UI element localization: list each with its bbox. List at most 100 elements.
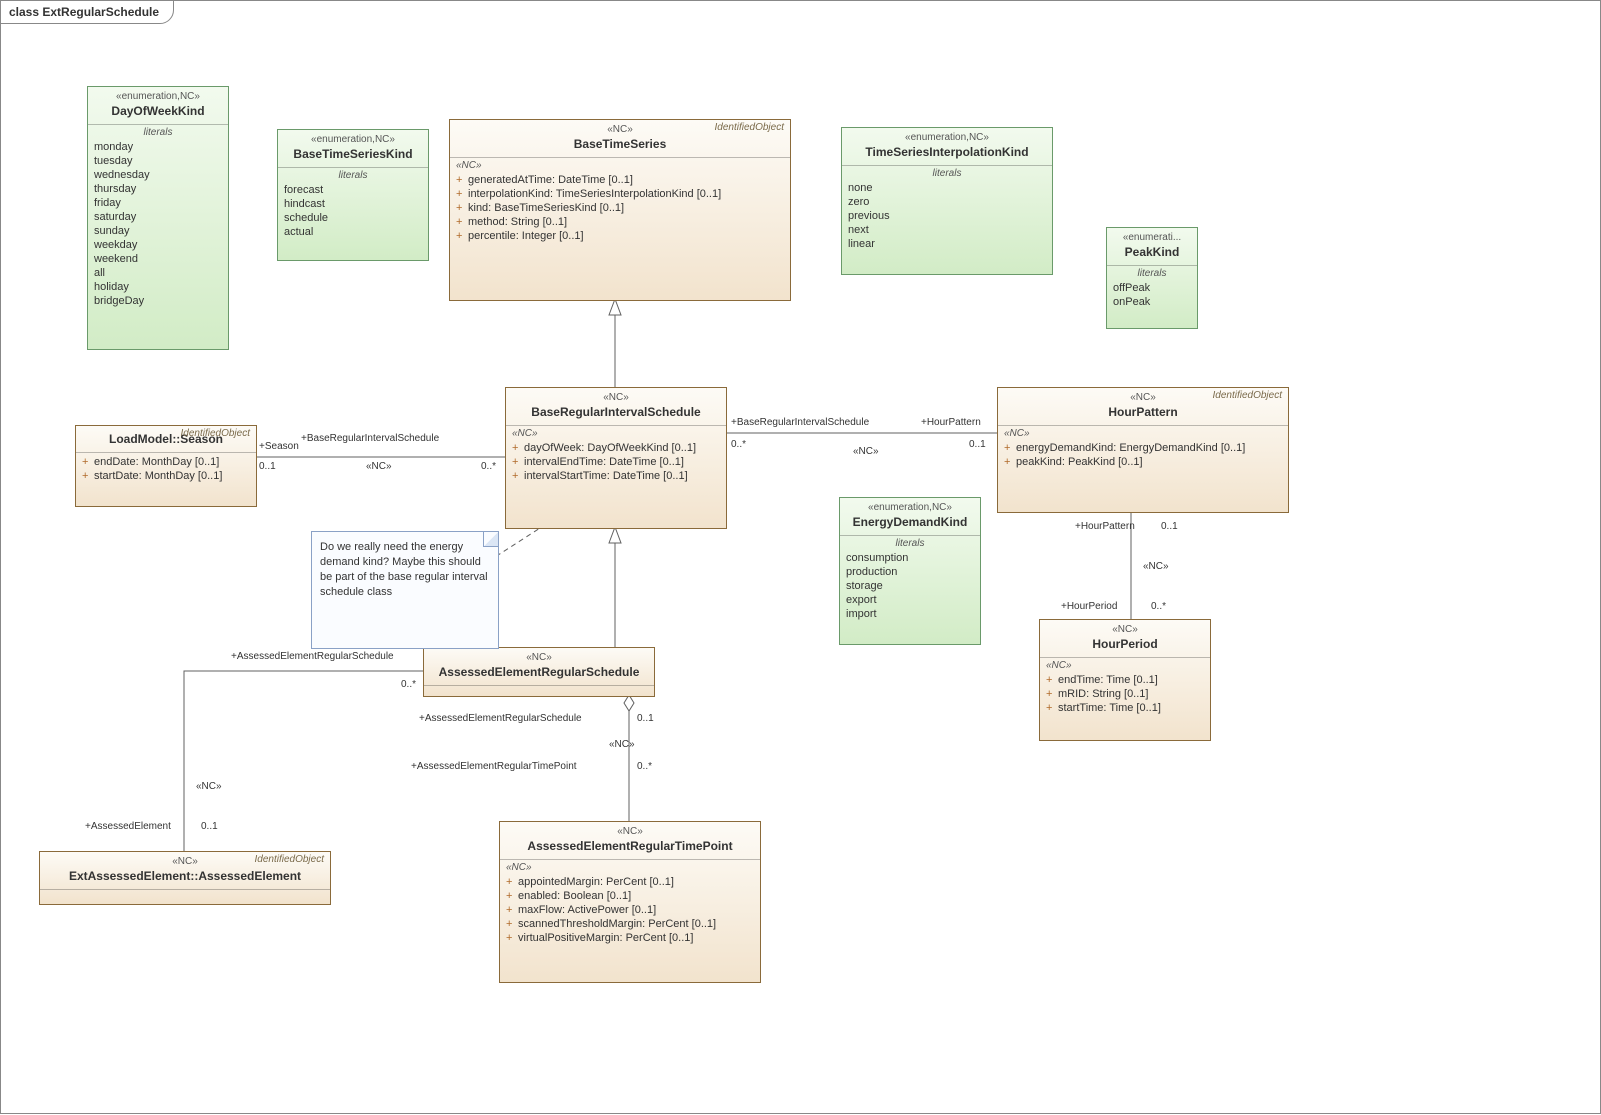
note-text: Do we really need the energy demand kind… bbox=[320, 541, 488, 598]
class-HourPeriod: «NC»HourPeriod«NC»+endTime: Time [0..1]+… bbox=[1039, 619, 1211, 741]
class-EnergyDemandKind: «enumeration,NC»EnergyDemandKindliterals… bbox=[839, 497, 981, 645]
literal: import bbox=[846, 607, 974, 621]
attributes: +energyDemandKind: EnergyDemandKind [0..… bbox=[998, 439, 1288, 473]
edge-label: +Season bbox=[259, 441, 299, 452]
literal: weekday bbox=[94, 238, 222, 252]
literal: consumption bbox=[846, 551, 974, 565]
attributes: +endTime: Time [0..1]+mRID: String [0..1… bbox=[1040, 671, 1210, 719]
parent-label: IdentifiedObject bbox=[715, 122, 785, 133]
attribute: +intervalEndTime: DateTime [0..1] bbox=[512, 455, 720, 469]
attribute: +scannedThresholdMargin: PerCent [0..1] bbox=[506, 917, 754, 931]
section-label: «NC» bbox=[1040, 658, 1210, 671]
class-name: AssessedElementRegularTimePoint bbox=[506, 839, 754, 853]
attribute: +dayOfWeek: DayOfWeekKind [0..1] bbox=[512, 441, 720, 455]
edge-label: 0..* bbox=[731, 439, 746, 450]
literal: actual bbox=[284, 225, 422, 239]
literals: consumptionproductionstorageexportimport bbox=[840, 549, 980, 625]
class-AssessedElement: IdentifiedObject«NC»ExtAssessedElement::… bbox=[39, 851, 331, 905]
parent-label: IdentifiedObject bbox=[255, 854, 325, 865]
attribute: +maxFlow: ActivePower [0..1] bbox=[506, 903, 754, 917]
class-BaseTimeSeriesKind: «enumeration,NC» BaseTimeSeriesKind litera… bbox=[277, 129, 429, 261]
attribute: +kind: BaseTimeSeriesKind [0..1] bbox=[456, 201, 784, 215]
edge-label: +HourPattern bbox=[921, 417, 981, 428]
edge-label: 0..1 bbox=[201, 821, 218, 832]
stereotype: «enumeration,NC» bbox=[284, 134, 422, 145]
section-label: «NC» bbox=[506, 426, 726, 439]
edge-label: 0..* bbox=[401, 679, 416, 690]
stereotype: «NC» bbox=[506, 826, 754, 837]
edge-label: +BaseRegularIntervalSchedule bbox=[301, 433, 439, 444]
literals: offPeakonPeak bbox=[1107, 279, 1197, 313]
stereotype: «enumeration,NC» bbox=[94, 91, 222, 102]
literal: next bbox=[848, 223, 1046, 237]
class-name: BaseTimeSeries bbox=[456, 137, 784, 151]
section-label: literals bbox=[842, 166, 1052, 179]
attribute: +endTime: Time [0..1] bbox=[1046, 673, 1204, 687]
literal: storage bbox=[846, 579, 974, 593]
edge-label: 0..* bbox=[1151, 601, 1166, 612]
literal: saturday bbox=[94, 210, 222, 224]
diagram-title: class ExtRegularSchedule bbox=[0, 0, 174, 24]
edge-label: +AssessedElementRegularSchedule bbox=[231, 651, 394, 662]
class-name: HourPattern bbox=[1004, 405, 1282, 419]
class-name: ExtAssessedElement::AssessedElement bbox=[46, 869, 324, 883]
literal: all bbox=[94, 266, 222, 280]
attributes: +generatedAtTime: DateTime [0..1]+interp… bbox=[450, 171, 790, 247]
edge-label: +BaseRegularIntervalSchedule bbox=[731, 417, 869, 428]
class-AssessedElementRegularSchedule: «NC» AssessedElementRegularSchedule bbox=[423, 647, 655, 697]
attribute: +peakKind: PeakKind [0..1] bbox=[1004, 455, 1282, 469]
stereotype: «NC» bbox=[1046, 624, 1204, 635]
edge-label: «NC» bbox=[366, 461, 392, 472]
edge-label: +HourPattern bbox=[1075, 521, 1135, 532]
edge-label: 0..1 bbox=[969, 439, 986, 450]
class-name: BaseTimeSeriesKind bbox=[284, 147, 422, 161]
attributes: +appointedMargin: PerCent [0..1]+enabled… bbox=[500, 873, 760, 949]
class-HourPattern: IdentifiedObject«NC»HourPattern«NC»+ener… bbox=[997, 387, 1289, 513]
section-label: literals bbox=[840, 536, 980, 549]
section-label: «NC» bbox=[450, 158, 790, 171]
attribute: +startDate: MonthDay [0..1] bbox=[82, 469, 250, 483]
section-label: literals bbox=[1107, 266, 1197, 279]
attribute: +generatedAtTime: DateTime [0..1] bbox=[456, 173, 784, 187]
note: Do we really need the energy demand kind… bbox=[311, 531, 499, 649]
literal: bridgeDay bbox=[94, 294, 222, 308]
section-label: literals bbox=[278, 168, 428, 181]
attribute: +energyDemandKind: EnergyDemandKind [0..… bbox=[1004, 441, 1282, 455]
edge-label: 0..* bbox=[637, 761, 652, 772]
class-name: BaseRegularIntervalSchedule bbox=[512, 405, 720, 419]
edge-label: +HourPeriod bbox=[1061, 601, 1117, 612]
literal: zero bbox=[848, 195, 1046, 209]
class-header: «NC» AssessedElementRegularTimePoint bbox=[500, 822, 760, 860]
literal: sunday bbox=[94, 224, 222, 238]
edges-layer bbox=[1, 1, 1601, 1115]
class-header: «enumeration,NC»DayOfWeekKind bbox=[88, 87, 228, 125]
edge-label: «NC» bbox=[1143, 561, 1169, 572]
class-header: «enumeration,NC»EnergyDemandKind bbox=[840, 498, 980, 536]
section-label: «NC» bbox=[998, 426, 1288, 439]
class-name: EnergyDemandKind bbox=[846, 515, 974, 529]
literal: monday bbox=[94, 140, 222, 154]
stereotype: «NC» bbox=[512, 392, 720, 403]
literal: schedule bbox=[284, 211, 422, 225]
literal: holiday bbox=[94, 280, 222, 294]
class-BaseRegularIntervalSchedule: «NC» BaseRegularIntervalSchedule «NC» +dayO… bbox=[505, 387, 727, 529]
literal: previous bbox=[848, 209, 1046, 223]
class-PeakKind: «enumerati...PeakKindliteralsoffPeakonPe… bbox=[1106, 227, 1198, 329]
class-Season: IdentifiedObjectLoadModel::Season+endDat… bbox=[75, 425, 257, 507]
class-name: HourPeriod bbox=[1046, 637, 1204, 651]
literal: linear bbox=[848, 237, 1046, 251]
edge-label: 0..1 bbox=[259, 461, 276, 472]
parent-label: IdentifiedObject bbox=[181, 428, 251, 439]
class-name: AssessedElementRegularSchedule bbox=[430, 665, 648, 679]
attribute: +appointedMargin: PerCent [0..1] bbox=[506, 875, 754, 889]
literal: weekend bbox=[94, 252, 222, 266]
literal: thursday bbox=[94, 182, 222, 196]
stereotype: «NC» bbox=[430, 652, 648, 663]
diagram-frame: class ExtRegularSchedule «enumeration,NC… bbox=[0, 0, 1601, 1114]
note-dogear bbox=[483, 532, 498, 547]
attributes: +endDate: MonthDay [0..1]+startDate: Mon… bbox=[76, 453, 256, 487]
class-header: «enumeration,NC»TimeSeriesInterpolationK… bbox=[842, 128, 1052, 166]
attribute: +endDate: MonthDay [0..1] bbox=[82, 455, 250, 469]
class-name: TimeSeriesInterpolationKind bbox=[848, 145, 1046, 159]
class-header: «NC» HourPeriod bbox=[1040, 620, 1210, 658]
